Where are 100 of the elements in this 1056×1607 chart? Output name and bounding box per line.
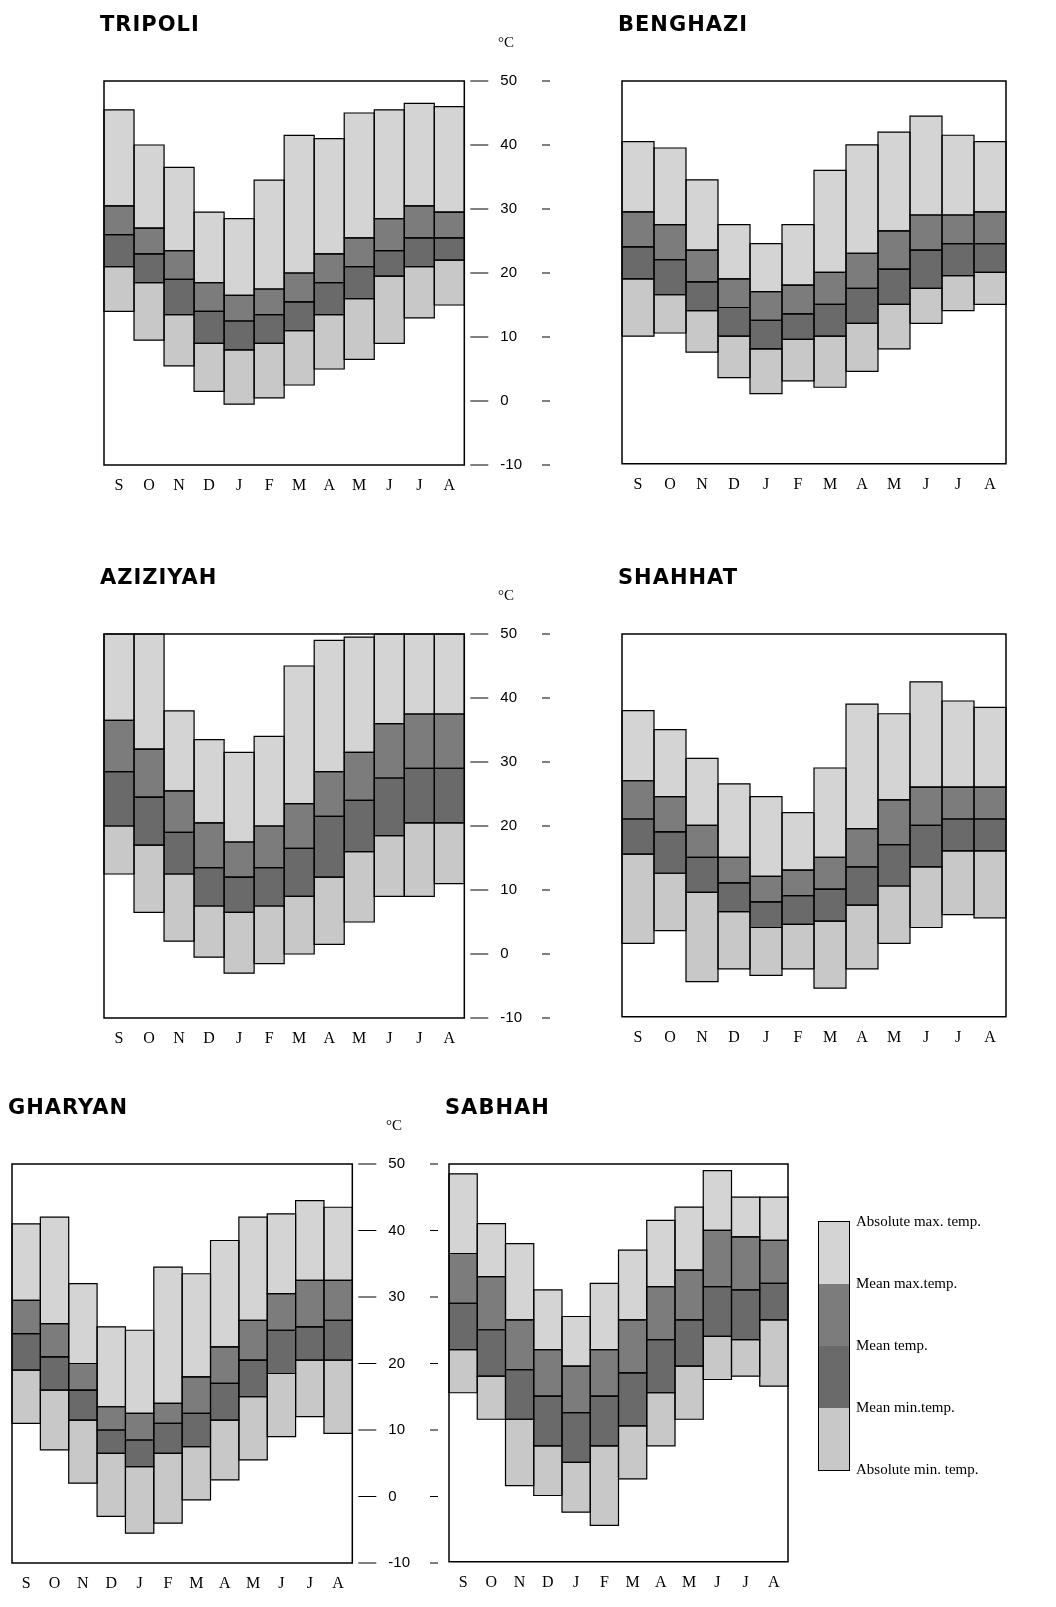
x-tick-label: D	[728, 474, 740, 492]
x-tick-label: M	[352, 475, 367, 493]
x-tick-label: F	[793, 1027, 803, 1045]
x-tick-label: F	[163, 1573, 173, 1591]
y-tick-label: 0	[500, 391, 509, 409]
chart-title: GHARYAN	[8, 1095, 129, 1119]
x-tick-label: A	[984, 1027, 997, 1045]
x-tick-label: A	[323, 1028, 336, 1046]
text: Mean temp.	[856, 1337, 928, 1354]
x-tick-label: M	[292, 475, 307, 493]
y-tick-label: -10	[388, 1553, 411, 1571]
y-tick-label: 30	[500, 752, 518, 770]
x-tick-label: M	[245, 1573, 261, 1591]
x-tick-label: J	[714, 1572, 721, 1590]
y-tick-label: 30	[500, 199, 518, 217]
x-tick-label: J	[386, 1028, 393, 1046]
x-tick-label: J	[416, 1028, 423, 1046]
y-tick-label: 50	[500, 624, 518, 642]
text: Absolute max. temp.	[856, 1213, 981, 1230]
x-tick-label: M	[822, 1027, 838, 1045]
chart-title: BENGHAZI	[618, 12, 750, 38]
x-tick-label: J	[136, 1573, 143, 1591]
x-tick-label: O	[143, 475, 155, 493]
x-tick-label: D	[203, 1028, 215, 1046]
x-tick-label: A	[856, 474, 869, 492]
y-tick-label: 20	[388, 1353, 406, 1371]
x-tick-label: S	[21, 1573, 31, 1591]
x-tick-label: S	[458, 1572, 468, 1590]
x-tick-label: S	[114, 1028, 124, 1046]
x-tick-label: M	[822, 474, 838, 492]
chart-title: AZIZIYAH	[100, 565, 218, 589]
x-tick-label: J	[954, 1027, 962, 1045]
x-tick-label: M	[886, 1027, 902, 1045]
text: Absolute min. temp.	[856, 1461, 979, 1478]
x-tick-label: J	[922, 1027, 930, 1045]
x-tick-label: O	[48, 1573, 61, 1591]
x-tick-label: J	[762, 474, 770, 492]
x-tick-label: O	[143, 1028, 155, 1046]
x-tick-label: A	[332, 1573, 345, 1591]
x-tick-label: A	[218, 1573, 231, 1591]
x-tick-label: S	[114, 475, 124, 493]
y-tick-label: 40	[500, 688, 518, 706]
x-tick-label: N	[77, 1573, 90, 1591]
y-tick-label: 40	[500, 135, 518, 153]
x-tick-label: N	[173, 1028, 186, 1046]
y-tick-label: 50	[388, 1154, 406, 1172]
text: Mean min.temp.	[856, 1399, 955, 1416]
x-tick-label: F	[793, 474, 803, 492]
x-tick-label: M	[886, 474, 902, 492]
x-tick-label: D	[105, 1573, 118, 1591]
y-tick-label: 20	[500, 816, 518, 834]
x-tick-label: A	[768, 1572, 781, 1590]
chart-title: SHAHHAT	[618, 565, 740, 591]
chart-title: TRIPOLI	[100, 12, 200, 36]
x-tick-label: D	[203, 475, 215, 493]
chart-title: SABHAH	[445, 1095, 551, 1121]
x-tick-label: A	[984, 474, 997, 492]
x-tick-label: M	[352, 1028, 367, 1046]
y-tick-label: 0	[500, 944, 509, 962]
y-tick-label: 30	[388, 1287, 406, 1305]
x-tick-label: M	[189, 1573, 204, 1591]
x-tick-label: F	[264, 1028, 274, 1046]
x-tick-label: O	[485, 1572, 498, 1590]
y-axis-title: °C	[498, 34, 515, 51]
x-tick-label: A	[443, 1028, 456, 1046]
x-tick-label: N	[696, 1027, 709, 1045]
y-tick-label: 40	[388, 1220, 406, 1238]
x-tick-label: M	[292, 1028, 307, 1046]
y-tick-label: 0	[388, 1486, 397, 1504]
x-tick-label: A	[323, 475, 336, 493]
x-tick-label: M	[682, 1572, 697, 1590]
x-tick-label: N	[513, 1572, 526, 1590]
x-tick-label: O	[664, 1027, 676, 1045]
y-tick-label: -10	[500, 455, 523, 473]
x-tick-label: F	[599, 1572, 609, 1590]
x-tick-label: D	[728, 1027, 740, 1045]
y-tick-label: -10	[500, 1008, 523, 1026]
x-tick-label: J	[236, 1028, 243, 1046]
x-tick-label: J	[236, 475, 243, 493]
x-tick-label: A	[856, 1027, 869, 1045]
y-tick-label: 10	[388, 1420, 406, 1438]
x-tick-label: A	[655, 1572, 668, 1590]
x-tick-label: J	[278, 1573, 285, 1591]
x-tick-label: A	[443, 475, 456, 493]
y-axis-title: °C	[498, 587, 515, 604]
x-tick-label: J	[742, 1572, 749, 1590]
x-tick-label: J	[386, 475, 393, 493]
x-tick-label: J	[573, 1572, 580, 1590]
x-tick-label: S	[633, 474, 643, 492]
x-tick-label: J	[306, 1573, 313, 1591]
x-tick-label: M	[625, 1572, 640, 1590]
x-tick-label: O	[664, 474, 676, 492]
y-tick-label: 10	[500, 327, 518, 345]
text: Mean max.temp.	[856, 1275, 958, 1292]
y-tick-label: 20	[500, 263, 518, 281]
y-tick-label: 10	[500, 880, 518, 898]
x-tick-label: F	[264, 475, 274, 493]
x-tick-label: J	[762, 1027, 770, 1045]
x-tick-label: J	[416, 475, 423, 493]
x-tick-label: J	[922, 474, 930, 492]
